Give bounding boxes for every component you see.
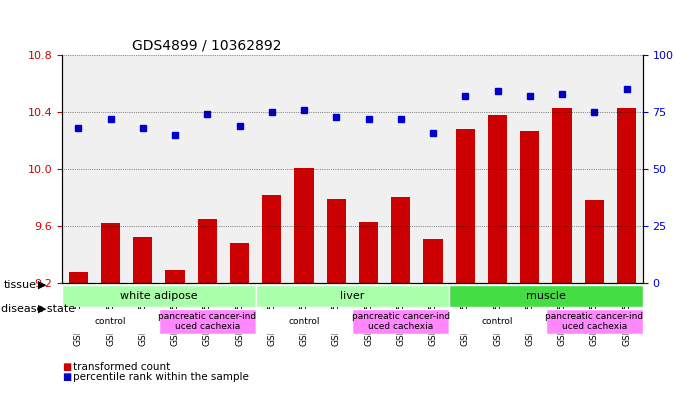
- Text: muscle: muscle: [526, 291, 566, 301]
- Bar: [133, 237, 153, 283]
- Bar: [230, 243, 249, 283]
- Text: control: control: [288, 317, 320, 326]
- Text: control: control: [95, 317, 126, 326]
- Bar: [68, 272, 88, 283]
- Bar: [585, 200, 604, 283]
- Text: ■: ■: [62, 362, 71, 373]
- Bar: [359, 222, 378, 283]
- Bar: [101, 223, 120, 283]
- Bar: [617, 108, 636, 283]
- Text: percentile rank within the sample: percentile rank within the sample: [73, 372, 249, 382]
- FancyBboxPatch shape: [449, 309, 546, 334]
- Bar: [294, 167, 314, 283]
- Bar: [391, 198, 410, 283]
- FancyBboxPatch shape: [62, 285, 256, 307]
- Text: pancreatic cancer-ind
uced cachexia: pancreatic cancer-ind uced cachexia: [545, 312, 643, 331]
- Bar: [488, 115, 507, 283]
- Bar: [198, 219, 217, 283]
- FancyBboxPatch shape: [449, 285, 643, 307]
- Text: control: control: [482, 317, 513, 326]
- Text: ▶: ▶: [38, 280, 46, 290]
- Text: pancreatic cancer-ind
uced cachexia: pancreatic cancer-ind uced cachexia: [352, 312, 450, 331]
- Text: white adipose: white adipose: [120, 291, 198, 301]
- FancyBboxPatch shape: [62, 309, 159, 334]
- FancyBboxPatch shape: [159, 309, 256, 334]
- Text: ▶: ▶: [38, 303, 46, 314]
- Bar: [520, 130, 540, 283]
- Text: ■: ■: [62, 372, 71, 382]
- Text: disease state: disease state: [1, 303, 75, 314]
- FancyBboxPatch shape: [256, 309, 352, 334]
- Bar: [327, 199, 346, 283]
- Bar: [424, 239, 443, 283]
- Text: transformed count: transformed count: [73, 362, 170, 373]
- Bar: [552, 108, 571, 283]
- Text: tissue: tissue: [3, 280, 37, 290]
- Text: pancreatic cancer-ind
uced cachexia: pancreatic cancer-ind uced cachexia: [158, 312, 256, 331]
- FancyBboxPatch shape: [256, 285, 449, 307]
- Text: GDS4899 / 10362892: GDS4899 / 10362892: [132, 39, 281, 52]
- FancyBboxPatch shape: [352, 309, 449, 334]
- FancyBboxPatch shape: [546, 309, 643, 334]
- Bar: [262, 195, 281, 283]
- Text: liver: liver: [340, 291, 365, 301]
- Bar: [455, 129, 475, 283]
- Bar: [165, 270, 184, 283]
